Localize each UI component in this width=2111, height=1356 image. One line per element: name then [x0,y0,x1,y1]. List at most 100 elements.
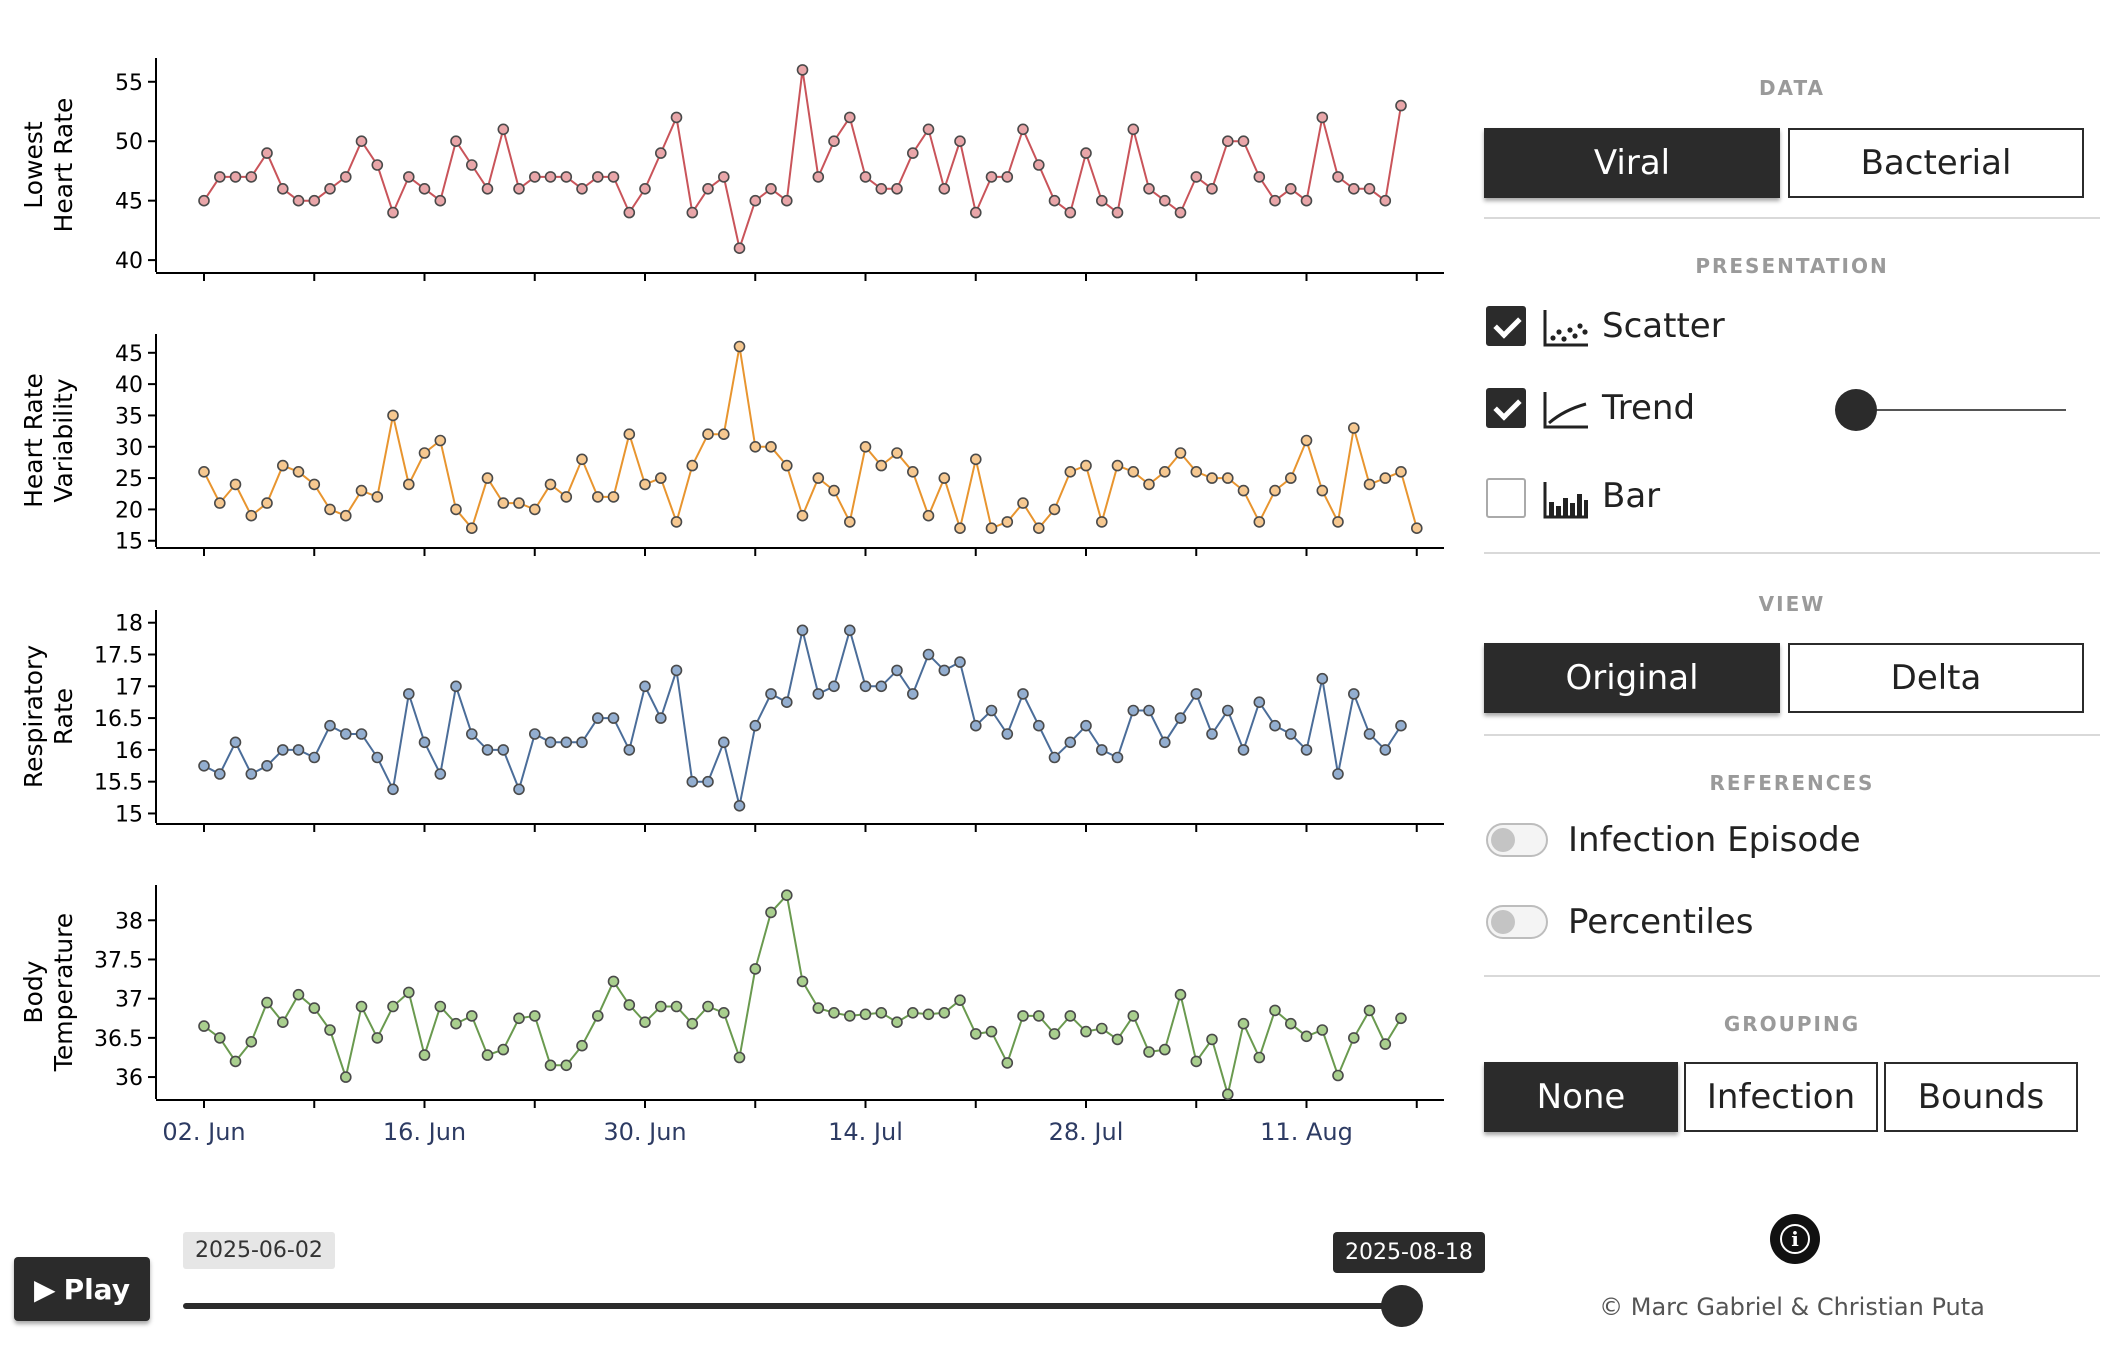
y-tick-label: 30 [115,436,143,461]
view-original-button[interactable]: Original [1484,643,1780,713]
data-point [1285,183,1297,195]
data-point [402,688,415,700]
data-point [922,648,935,661]
data-point [418,183,431,195]
grouping-none-button[interactable]: None [1484,1062,1678,1132]
data-point [1379,194,1392,207]
y-tick-label: 45 [115,342,143,367]
data-point [465,728,478,740]
data-point [1332,1069,1344,1082]
data-point [938,1006,951,1019]
data-point [481,183,494,195]
percentiles-toggle[interactable] [1486,905,1548,939]
bar-label: Bar [1602,476,1661,516]
data-point [922,1008,935,1021]
data-point [891,447,903,459]
data-point [1127,704,1140,717]
y-tick-label: 45 [115,190,143,215]
data-point [859,1008,872,1021]
data-point [1237,135,1250,147]
x-tick-label: 02. Jun [162,1118,245,1146]
data-point [670,1000,683,1013]
data-point [717,1006,730,1019]
play-button[interactable]: ▶ Play [14,1257,150,1321]
trend-checkbox[interactable] [1486,388,1526,428]
data-point [1237,1017,1250,1030]
data-point [812,472,825,484]
data-point [1190,465,1203,478]
y-axis-label: Heart Rate [19,373,48,508]
data-point [1096,194,1108,207]
data-point [1064,206,1077,219]
data-point [229,478,242,491]
data-point [843,111,856,124]
data-point [1300,434,1313,447]
infection-episode-label: Infection Episode [1568,820,1861,860]
data-point [780,696,793,709]
data-point [717,736,730,749]
data-point [292,465,305,478]
data-point [544,736,557,749]
data-point [686,459,699,472]
data-point [434,768,447,780]
data-point [654,472,667,484]
data-point [1096,744,1108,756]
y-axis-label: Rate [49,688,78,745]
trend-smoothing-track[interactable] [1856,409,2066,411]
data-point [702,1000,714,1013]
data-point [276,1016,289,1029]
data-point [497,497,510,509]
trend-smoothing-thumb[interactable] [1835,389,1877,431]
grouping-infection-button[interactable]: Infection [1684,1062,1878,1132]
data-point [1206,472,1218,484]
date-range-end-thumb[interactable] [1381,1285,1423,1327]
data-point [1206,1033,1218,1046]
data-point [355,484,368,497]
data-point [1395,719,1407,732]
data-point [513,1012,525,1025]
data-bacterial-button[interactable]: Bacterial [1788,128,2084,198]
data-point [371,751,384,764]
y-tick-label: 15 [115,802,143,827]
data-point [245,509,258,522]
data-point [387,1000,399,1013]
infection-episode-toggle[interactable] [1486,823,1548,857]
data-point [1222,472,1234,484]
data-point [481,472,494,484]
scatter-checkbox[interactable] [1486,306,1526,346]
y-axis-label: Lowest [19,121,48,209]
data-point [560,1059,573,1072]
data-point [214,1032,226,1044]
data-point [1316,1024,1329,1036]
data-point [1080,459,1092,472]
grouping-section-title: GROUPING [1723,1012,1861,1036]
data-point [434,434,447,447]
series-line [203,346,1418,533]
grouping-bounds-button[interactable]: Bounds [1884,1062,2078,1132]
percentiles-label: Percentiles [1568,902,1754,942]
data-point [465,1010,478,1022]
y-tick-label: 35 [115,404,143,429]
date-range-track[interactable] [183,1303,1403,1309]
y-tick-label: 20 [115,498,143,523]
data-point [733,242,746,254]
data-point [276,459,289,472]
data-point [1363,478,1376,491]
y-tick-label: 25 [115,467,143,492]
view-delta-button[interactable]: Delta [1788,643,2084,713]
y-tick-label: 55 [115,71,143,96]
data-point [1285,472,1297,484]
y-axis-label: Variability [49,378,78,503]
bar-checkbox[interactable] [1486,478,1526,518]
data-point [796,624,809,637]
data-point [1096,1022,1108,1035]
data-point [355,728,368,740]
info-icon[interactable]: i [1770,1214,1820,1264]
data-point [324,503,336,516]
y-tick-label: 38 [115,909,143,934]
data-viral-button[interactable]: Viral [1484,128,1780,198]
data-point [513,183,525,195]
data-point [1237,744,1250,756]
series-line [203,626,1402,807]
data-point [1222,704,1234,717]
